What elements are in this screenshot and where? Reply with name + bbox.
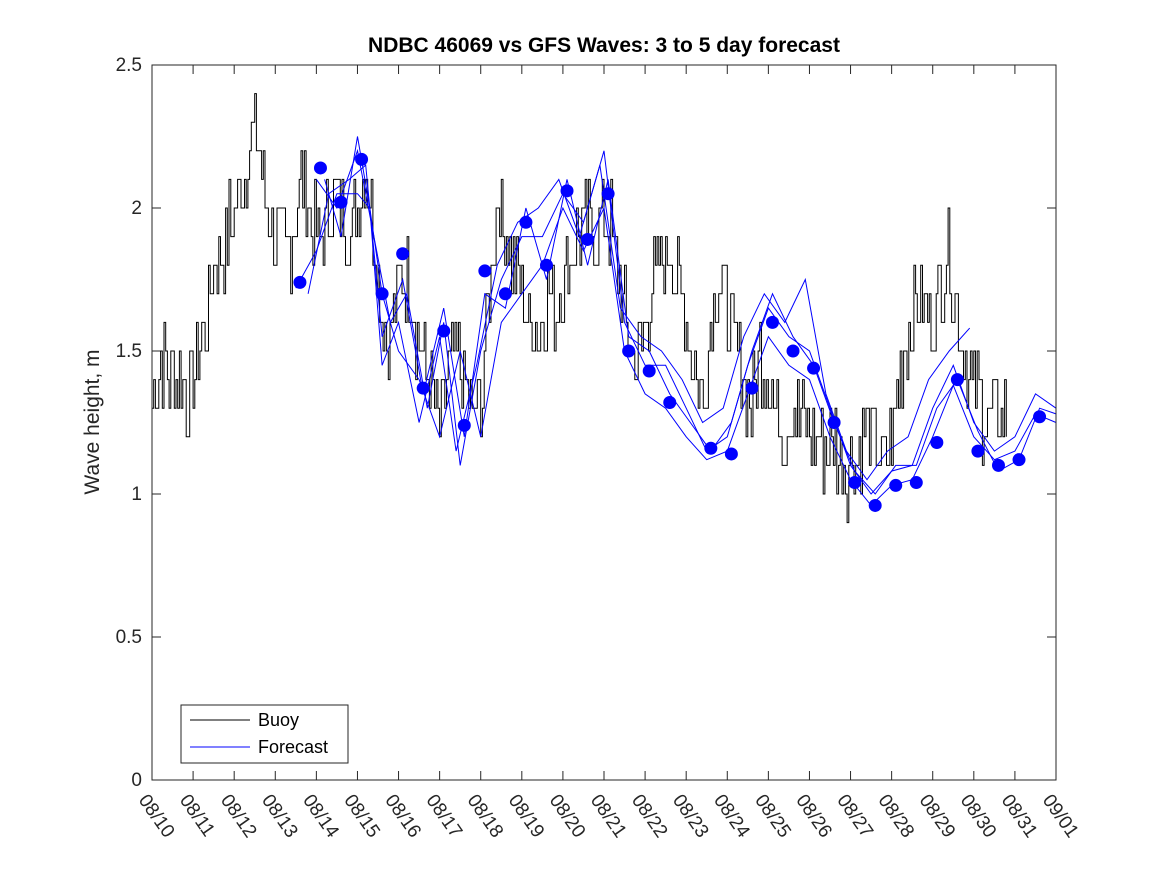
forecast-line-1 [295, 193, 1057, 507]
forecast-line-2 [315, 148, 1057, 495]
x-tick-label: 08/30 [956, 791, 1000, 842]
x-tick-label: 08/21 [586, 791, 630, 842]
forecast-marker [889, 478, 903, 492]
x-tick-label: 08/22 [627, 791, 671, 842]
forecast-marker [375, 287, 389, 301]
chart-title: NDBC 46069 vs GFS Waves: 3 to 5 day fore… [368, 34, 840, 57]
x-tick-label: 08/24 [709, 791, 754, 842]
forecast-marker [704, 441, 718, 455]
forecast-marker [498, 287, 512, 301]
y-tick-labels: 0 0.5 1 1.5 2 2.5 [116, 55, 142, 791]
forecast-marker [848, 476, 862, 490]
x-tick-label: 08/15 [339, 791, 383, 842]
forecast-marker [642, 364, 656, 378]
y-tick-label: 1.5 [116, 341, 142, 362]
x-tick-label: 08/13 [257, 791, 301, 842]
forecast-line-4 [307, 164, 1057, 495]
forecast-marker [786, 344, 800, 358]
y-axis-label: Wave height, m [81, 349, 104, 494]
forecast-marker [930, 436, 944, 450]
forecast-markers [293, 152, 1047, 512]
y-tick-label: 2.5 [116, 55, 142, 76]
forecast-line-3 [324, 136, 971, 481]
y-tick-label: 1 [131, 484, 142, 505]
x-tick-label: 08/31 [997, 791, 1041, 842]
x-tick-label: 08/16 [380, 791, 424, 842]
forecast-marker [313, 161, 327, 175]
forecast-marker [437, 324, 451, 338]
forecast-marker [457, 418, 471, 432]
forecast-marker [334, 195, 348, 209]
forecast-marker [909, 476, 923, 490]
forecast-marker [560, 184, 574, 198]
forecast-marker [971, 444, 985, 458]
plot-area [152, 65, 1056, 780]
y-tick-label: 0 [131, 770, 142, 791]
y-tick-label: 0.5 [116, 627, 142, 648]
forecast-marker [827, 416, 841, 429]
x-tick-label: 08/27 [832, 791, 876, 842]
forecast-marker [663, 395, 677, 409]
x-tick-label: 08/29 [915, 791, 959, 842]
x-tick-labels: 08/1008/1108/1208/1308/1408/1508/1608/17… [134, 791, 1082, 842]
forecast-marker [478, 264, 492, 278]
x-tick-label: 08/12 [216, 791, 260, 842]
forecast-marker [745, 381, 759, 395]
forecast-marker [355, 152, 369, 166]
x-tick-label: 08/18 [463, 791, 507, 842]
forecast-marker [807, 361, 821, 375]
y-tick-label: 2 [131, 198, 142, 219]
x-tick-label: 08/20 [545, 791, 589, 842]
x-tick-label: 08/26 [791, 791, 835, 842]
legend-box [180, 704, 349, 764]
forecast-marker [868, 498, 882, 512]
forecast-marker [601, 187, 615, 201]
x-tick-label: 09/01 [1038, 791, 1082, 842]
legend: Buoy Forecast [180, 704, 349, 764]
x-tick-label: 08/23 [668, 791, 712, 842]
x-tick-label: 08/17 [422, 791, 466, 842]
forecast-series [295, 136, 1057, 507]
x-tick-label: 08/19 [504, 791, 548, 842]
forecast-marker [950, 373, 964, 387]
forecast-marker [765, 315, 779, 329]
forecast-marker [724, 447, 738, 461]
forecast-marker [581, 232, 595, 246]
forecast-marker [396, 247, 410, 261]
legend-buoy-label: Buoy [258, 710, 299, 730]
forecast-marker [519, 215, 533, 229]
forecast-marker [991, 458, 1005, 472]
forecast-marker [622, 344, 636, 358]
forecast-marker [293, 275, 307, 289]
x-tick-label: 08/11 [175, 791, 219, 841]
forecast-marker [539, 258, 553, 272]
forecast-marker [416, 381, 430, 395]
forecast-marker [1033, 410, 1047, 424]
x-tick-label: 08/28 [874, 791, 918, 842]
x-tick-label: 08/25 [750, 791, 794, 842]
forecast-marker [1012, 453, 1026, 467]
plot-frame [151, 64, 1057, 781]
legend-forecast-label: Forecast [258, 737, 328, 757]
x-tick-label: 08/14 [298, 791, 343, 842]
x-tick-label: 08/10 [134, 791, 178, 842]
